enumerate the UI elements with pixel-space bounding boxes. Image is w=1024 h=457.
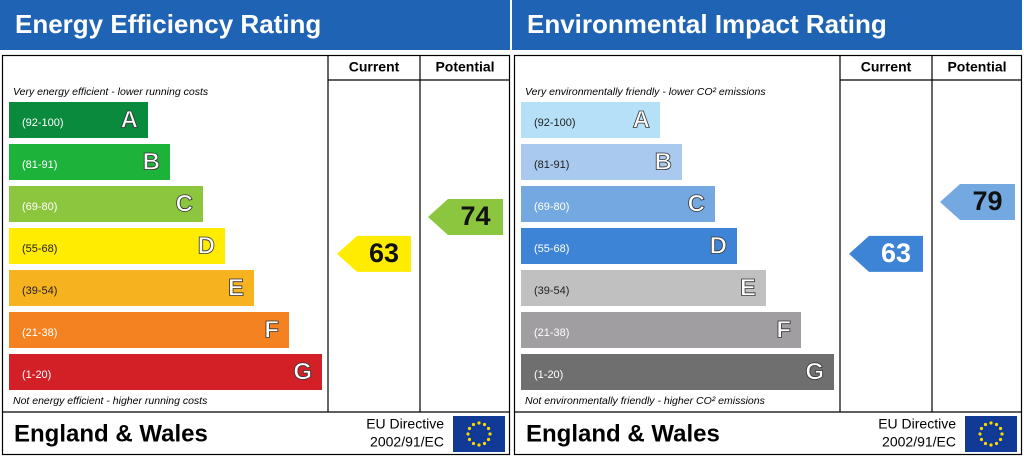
band-range: (39-54) xyxy=(22,285,57,297)
eu-star xyxy=(979,437,984,442)
eu-star xyxy=(983,422,988,427)
rating-arrow xyxy=(849,235,923,272)
band-range: (55-68) xyxy=(534,243,569,255)
eu-star xyxy=(994,422,999,427)
header-bar xyxy=(0,0,510,50)
band-range: (21-38) xyxy=(22,327,57,339)
band-letter: G xyxy=(805,358,824,385)
eu-star xyxy=(467,426,472,431)
eu-star xyxy=(488,432,492,436)
band-letter: A xyxy=(633,106,650,133)
eu-star xyxy=(486,426,491,431)
rating-band xyxy=(521,228,737,264)
eu-star xyxy=(486,437,491,442)
band-letter: B xyxy=(143,148,160,175)
rating-value: 63 xyxy=(369,238,399,268)
band-letter: B xyxy=(655,148,672,175)
panel-title: Energy Efficiency Rating xyxy=(15,9,321,39)
rating-band xyxy=(9,312,289,348)
rating-value: 63 xyxy=(881,238,911,268)
band-range: (21-38) xyxy=(534,327,569,339)
column-header: Potential xyxy=(435,59,494,75)
band-letter: A xyxy=(121,106,138,133)
band-letter: E xyxy=(740,274,756,301)
band-letter: F xyxy=(776,316,791,343)
directive: 2002/91/EC xyxy=(370,434,444,450)
column-header: Current xyxy=(861,59,912,75)
band-letter: F xyxy=(264,316,279,343)
band-range: (92-100) xyxy=(22,117,64,129)
band-range: (81-91) xyxy=(534,159,569,171)
panel-title: Environmental Impact Rating xyxy=(527,9,887,39)
top-note: Very energy efficient - lower running co… xyxy=(13,86,209,98)
eu-star xyxy=(1000,432,1004,436)
rating-band xyxy=(521,312,801,348)
column-header: Potential xyxy=(947,59,1006,75)
eu-star xyxy=(466,432,470,436)
rating-band xyxy=(521,144,682,180)
rating-band xyxy=(9,186,203,222)
rating-band xyxy=(9,354,322,390)
rating-band xyxy=(521,186,715,222)
band-range: (69-80) xyxy=(534,201,569,213)
eu-star xyxy=(989,421,993,425)
band-letter: C xyxy=(176,190,193,217)
band-range: (1-20) xyxy=(534,369,563,381)
rating-value: 74 xyxy=(460,201,490,231)
eu-star xyxy=(989,443,993,447)
region: England & Wales xyxy=(526,420,720,447)
eu-star xyxy=(467,437,472,442)
eu-star xyxy=(983,441,988,446)
directive: 2002/91/EC xyxy=(882,434,956,450)
eu-star xyxy=(998,437,1003,442)
eu-star xyxy=(477,443,481,447)
rating-arrow xyxy=(428,199,503,235)
rating-arrow xyxy=(337,235,411,272)
rating-band xyxy=(521,270,766,306)
band-range: (69-80) xyxy=(22,201,57,213)
eu-star xyxy=(482,422,487,427)
eu-star xyxy=(477,421,481,425)
bottom-note: Not energy efficient - higher running co… xyxy=(13,395,208,407)
eu-star xyxy=(471,422,476,427)
rating-band xyxy=(9,102,148,138)
band-range: (55-68) xyxy=(22,243,57,255)
frame xyxy=(513,54,1023,456)
rating-band xyxy=(9,270,254,306)
region: England & Wales xyxy=(14,420,208,447)
rating-arrow xyxy=(940,184,1015,220)
eu-star xyxy=(994,441,999,446)
band-range: (81-91) xyxy=(22,159,57,171)
column-header: Current xyxy=(349,59,400,75)
eu-star xyxy=(482,441,487,446)
band-range: (1-20) xyxy=(22,369,51,381)
eu-star xyxy=(979,426,984,431)
band-letter: G xyxy=(293,358,312,385)
rating-band xyxy=(521,102,660,138)
band-letter: C xyxy=(688,190,705,217)
directive: EU Directive xyxy=(366,416,444,432)
eu-star xyxy=(471,441,476,446)
band-letter: D xyxy=(198,232,215,259)
rating-band xyxy=(9,228,225,264)
directive: EU Directive xyxy=(878,416,956,432)
band-range: (92-100) xyxy=(534,117,576,129)
header-bar xyxy=(512,0,1022,50)
top-note: Very environmentally friendly - lower CO… xyxy=(525,86,766,98)
rating-band xyxy=(9,144,170,180)
eu-star xyxy=(998,426,1003,431)
band-letter: E xyxy=(228,274,244,301)
eu-flag xyxy=(965,416,1017,452)
eu-star xyxy=(978,432,982,436)
rating-band xyxy=(521,354,834,390)
bottom-note: Not environmentally friendly - higher CO… xyxy=(525,395,766,407)
frame xyxy=(1,54,511,456)
band-letter: D xyxy=(710,232,727,259)
rating-value: 79 xyxy=(972,186,1002,216)
eu-flag xyxy=(453,416,505,452)
band-range: (39-54) xyxy=(534,285,569,297)
